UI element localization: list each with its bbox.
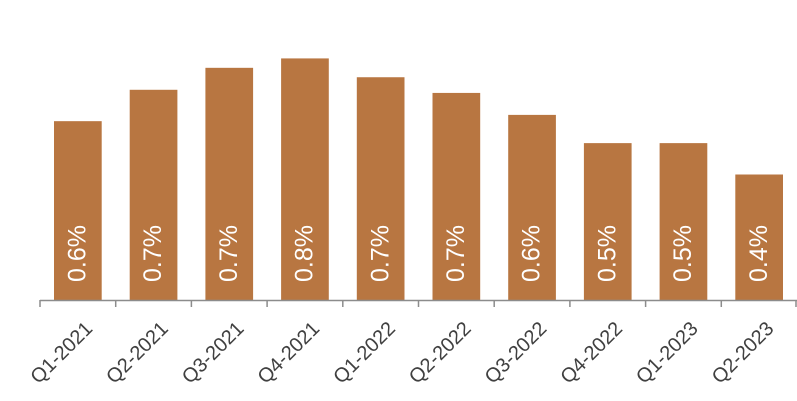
x-tick-label: Q1-2023 (632, 318, 703, 389)
bar (281, 58, 329, 300)
value-label: 0.7% (139, 225, 167, 282)
bar (54, 121, 102, 300)
value-label: 0.6% (63, 225, 91, 282)
x-tick-label: Q3-2021 (178, 318, 249, 389)
value-label: 0.8% (291, 225, 319, 282)
x-tick-label: Q1-2021 (27, 318, 98, 389)
x-tick-label: Q2-2023 (708, 318, 779, 389)
x-tick-label: Q3-2022 (481, 318, 552, 389)
bar (659, 143, 708, 300)
x-tick-label: Q4-2021 (254, 318, 325, 389)
x-tick-label: Q2-2021 (102, 318, 173, 389)
x-tick-label: Q1-2022 (329, 318, 400, 389)
bar (583, 143, 632, 300)
bar (356, 77, 405, 300)
bar (432, 92, 481, 300)
value-label: 0.6% (518, 225, 546, 282)
bar (508, 114, 556, 300)
bar (129, 89, 178, 300)
bar (735, 174, 783, 300)
value-label: 0.5% (669, 225, 697, 282)
value-label: 0.4% (745, 225, 773, 282)
value-label: 0.7% (366, 225, 394, 282)
value-label: 0.5% (593, 225, 621, 282)
value-label: 0.7% (215, 225, 243, 282)
bar (205, 67, 254, 300)
value-label: 0.7% (442, 225, 470, 282)
x-tick-label: Q4-2022 (556, 318, 627, 389)
x-tick-label: Q2-2022 (405, 318, 476, 389)
